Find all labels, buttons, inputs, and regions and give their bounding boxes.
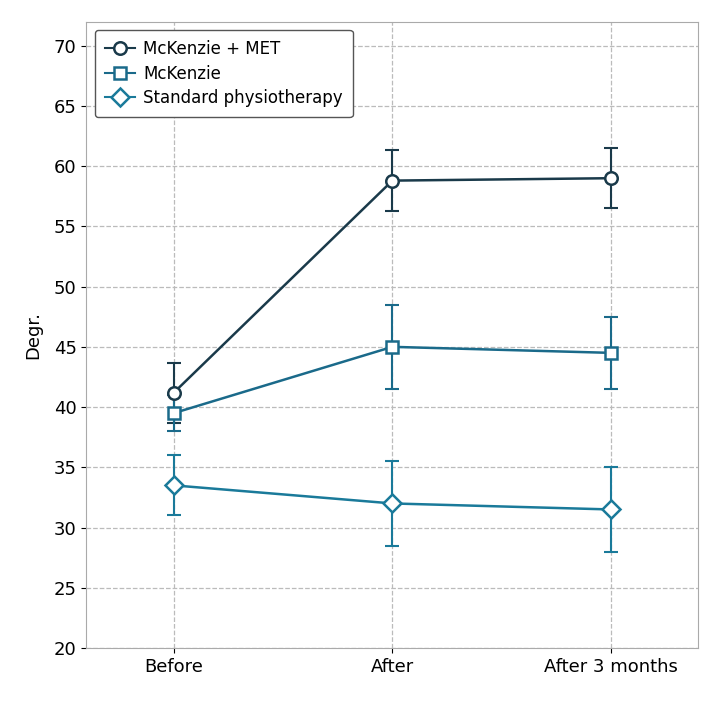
Y-axis label: Degr.: Degr. — [24, 311, 42, 359]
Legend: McKenzie + MET, McKenzie, Standard physiotherapy: McKenzie + MET, McKenzie, Standard physi… — [95, 30, 353, 117]
